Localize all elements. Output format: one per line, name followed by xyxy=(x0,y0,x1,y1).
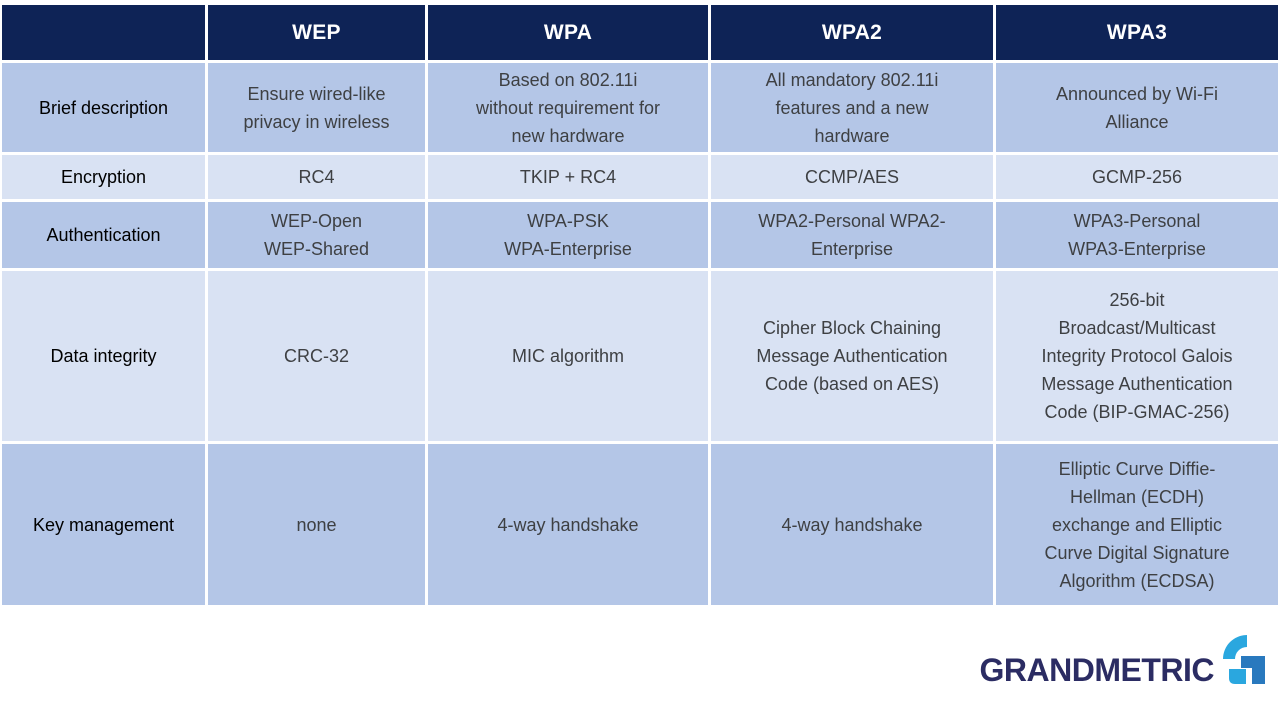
header-row: WEP WPA WPA2 WPA3 xyxy=(2,5,1278,60)
comparison-table: WEP WPA WPA2 WPA3 Brief description Ensu… xyxy=(0,2,1280,608)
table-cell: RC4 xyxy=(208,155,425,199)
table-cell: TKIP + RC4 xyxy=(428,155,708,199)
table-cell: Cipher Block Chaining Message Authentica… xyxy=(711,271,993,441)
table-row-key-management: Key management none 4-way handshake 4-wa… xyxy=(2,444,1278,605)
grandmetric-g-icon xyxy=(1223,635,1265,684)
row-label-data-integrity: Data integrity xyxy=(2,271,205,441)
table-cell: CRC-32 xyxy=(208,271,425,441)
table-cell: WPA3-Personal WPA3-Enterprise xyxy=(996,202,1278,268)
table-cell: WPA2-Personal WPA2- Enterprise xyxy=(711,202,993,268)
row-label-brief-description: Brief description xyxy=(2,63,205,152)
table-row-data-integrity: Data integrity CRC-32 MIC algorithm Ciph… xyxy=(2,271,1278,441)
table-cell: Based on 802.11i without requirement for… xyxy=(428,63,708,152)
column-header-wpa2: WPA2 xyxy=(711,5,993,60)
column-header-wpa: WPA xyxy=(428,5,708,60)
row-label-authentication: Authentication xyxy=(2,202,205,268)
table-cell: Announced by Wi-Fi Alliance xyxy=(996,63,1278,152)
table-cell: Ensure wired-like privacy in wireless xyxy=(208,63,425,152)
table-cell: MIC algorithm xyxy=(428,271,708,441)
table-cell: 4-way handshake xyxy=(428,444,708,605)
column-header-wpa3: WPA3 xyxy=(996,5,1278,60)
table-cell: GCMP-256 xyxy=(996,155,1278,199)
row-label-encryption: Encryption xyxy=(2,155,205,199)
column-header-wep: WEP xyxy=(208,5,425,60)
column-header-empty xyxy=(2,5,205,60)
table-row-authentication: Authentication WEP-Open WEP-Shared WPA-P… xyxy=(2,202,1278,268)
table-cell: All mandatory 802.11i features and a new… xyxy=(711,63,993,152)
table-cell: WPA-PSK WPA-Enterprise xyxy=(428,202,708,268)
table-cell: 256-bit Broadcast/Multicast Integrity Pr… xyxy=(996,271,1278,441)
table-cell: 4-way handshake xyxy=(711,444,993,605)
table-row-brief-description: Brief description Ensure wired-like priv… xyxy=(2,63,1278,152)
table-cell: CCMP/AES xyxy=(711,155,993,199)
grandmetric-wordmark: GRANDMETRIC xyxy=(979,652,1215,688)
grandmetric-logo: GRANDMETRIC xyxy=(958,630,1268,716)
table-cell: none xyxy=(208,444,425,605)
table-row-encryption: Encryption RC4 TKIP + RC4 CCMP/AES GCMP-… xyxy=(2,155,1278,199)
table-cell: WEP-Open WEP-Shared xyxy=(208,202,425,268)
table-cell: Elliptic Curve Diffie- Hellman (ECDH) ex… xyxy=(996,444,1278,605)
row-label-key-management: Key management xyxy=(2,444,205,605)
